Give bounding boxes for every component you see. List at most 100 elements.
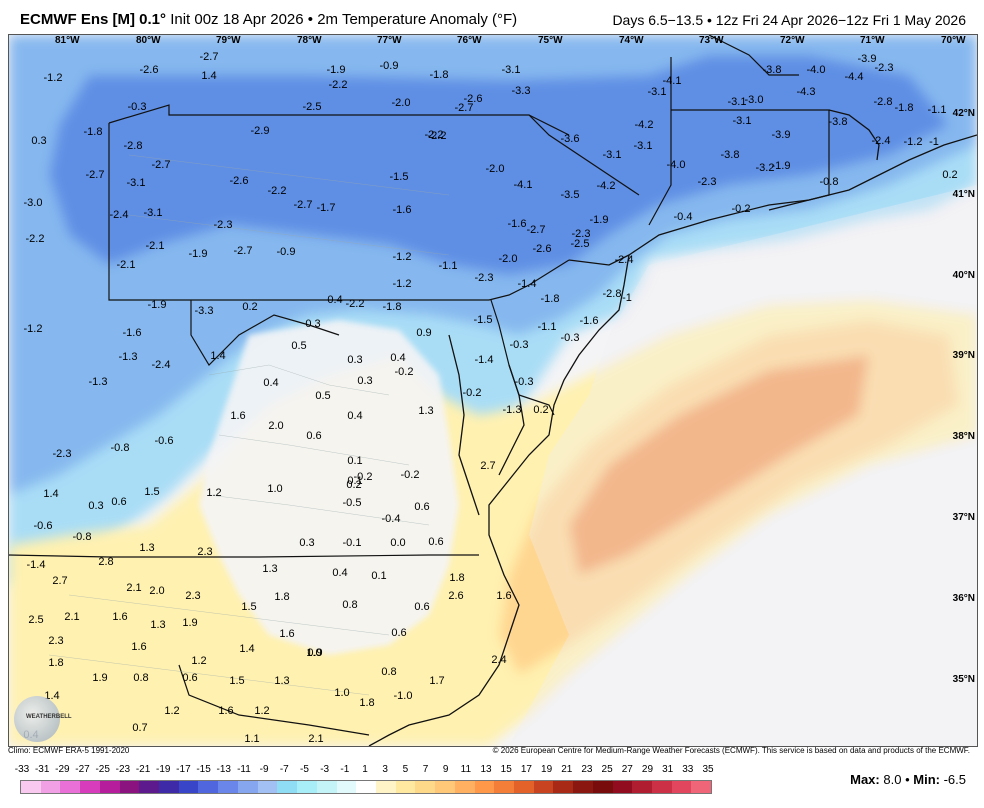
anomaly-value: 1.4 (239, 643, 255, 655)
scale-tick: 23 (581, 764, 593, 775)
lat-label: 37°N (952, 512, 975, 523)
anomaly-value: -1.4 (517, 278, 537, 290)
anomaly-value: -1.9 (589, 214, 609, 226)
anomaly-value: -1.2 (392, 251, 412, 263)
anomaly-value: -3.2 (755, 162, 775, 174)
anomaly-value: -1 (929, 136, 939, 148)
anomaly-value: 0.6 (391, 627, 407, 639)
anomaly-value: 0.6 (306, 430, 322, 442)
anomaly-value: 0.5 (291, 340, 307, 352)
anomaly-value: 0.9 (307, 647, 323, 659)
anomaly-value: 2.8 (98, 556, 114, 568)
anomaly-value: 1.8 (48, 657, 64, 669)
scale-swatch (573, 781, 593, 793)
scale-tick: -11 (237, 764, 251, 775)
scale-tick: 5 (402, 764, 409, 775)
scale-ticks: -33 -31 -29 -27 -25 -23 -21 -19 -17 -15 -13 -11 -9 -7… (12, 764, 714, 778)
anomaly-value: -1.2 (392, 278, 412, 290)
lon-label: 73°W (699, 35, 724, 46)
scale-swatch (297, 781, 317, 793)
scale-bar (20, 780, 712, 794)
scale-tick: -31 (34, 764, 50, 775)
lon-label: 80°W (136, 35, 161, 46)
anomaly-value: -0.5 (342, 497, 362, 509)
scale-tick: -25 (95, 764, 110, 775)
weatherbell-logo (14, 696, 60, 742)
lon-label: 71°W (860, 35, 885, 46)
anomaly-value: 1.1 (244, 733, 260, 745)
anomaly-value: -1.8 (382, 301, 402, 313)
lat-label: 38°N (952, 431, 975, 442)
anomaly-value: -0.2 (394, 366, 414, 378)
anomaly-value: -0.9 (379, 60, 399, 72)
anomaly-value: -0.8 (819, 176, 839, 188)
anomaly-value: -1.8 (83, 126, 103, 138)
anomaly-value: -0.8 (72, 531, 92, 543)
anomaly-value: -2.4 (614, 254, 634, 266)
model-resolution: 0.1° (139, 11, 167, 28)
anomaly-value: -1.6 (507, 218, 527, 230)
min-label: Min: (913, 772, 940, 787)
anomaly-value: -4.2 (634, 119, 654, 131)
scale-tick: 9 (442, 764, 449, 775)
scale-swatch (375, 781, 396, 793)
anomaly-value: -2.2 (345, 298, 365, 310)
scale-swatch (691, 781, 712, 793)
anomaly-value: 2.0 (149, 585, 165, 597)
anomaly-value: -2.1 (116, 259, 136, 271)
scale-swatch (632, 781, 652, 793)
anomaly-value: -3.1 (727, 96, 747, 108)
anomaly-value: -1.6 (579, 315, 599, 327)
anomaly-value: -2.0 (485, 163, 505, 175)
anomaly-value: -2.2 (25, 233, 45, 245)
anomaly-value: 1.2 (164, 705, 180, 717)
anomaly-value: 1.7 (429, 675, 445, 687)
anomaly-value: -1.9 (188, 248, 208, 260)
anomaly-value: -0.6 (33, 520, 53, 532)
anomaly-value: -1.4 (474, 354, 494, 366)
anomaly-value: -1.8 (894, 102, 914, 114)
anomaly-value: 0.3 (31, 135, 47, 147)
anomaly-value: -2.6 (139, 64, 159, 76)
copyright-note: © 2026 European Centre for Medium-Range … (492, 746, 970, 755)
lat-label: 36°N (952, 593, 975, 604)
scale-swatch (671, 781, 692, 793)
anomaly-value: -1.1 (438, 260, 458, 272)
anomaly-value: 1.6 (279, 628, 295, 640)
scale-swatch (119, 781, 140, 793)
warm-anomaly-field (9, 300, 977, 746)
anomaly-value: 1.3 (150, 619, 166, 631)
scale-tick: 3 (382, 764, 388, 775)
anomaly-value: -2.6 (532, 243, 552, 255)
anomaly-value: -2.7 (293, 199, 313, 211)
scale-tick: 31 (662, 764, 674, 775)
anomaly-value: -4.1 (513, 179, 533, 191)
anomaly-value: 1.6 (230, 410, 246, 422)
scale-swatch (178, 781, 199, 793)
scale-swatch (336, 781, 357, 793)
anomaly-value: -0.3 (514, 376, 534, 388)
scale-swatch (237, 781, 258, 793)
anomaly-value: -2.7 (85, 169, 105, 181)
anomaly-value: -2.7 (233, 245, 253, 257)
anomaly-value: -3.1 (602, 149, 622, 161)
scale-tick: -15 (196, 764, 211, 775)
anomaly-value: -0.9 (276, 246, 296, 258)
anomaly-value: 1.5 (144, 486, 160, 498)
anomaly-value: -3.1 (126, 177, 146, 189)
anomaly-value: -2.7 (526, 224, 546, 236)
anomaly-value: -2.8 (123, 140, 143, 152)
anomaly-value: -3.1 (732, 115, 752, 127)
scale-tick: 15 (500, 764, 512, 775)
scale-swatch (356, 781, 376, 793)
anomaly-value: -3.5 (560, 189, 580, 201)
lon-label: 81°W (55, 35, 80, 46)
anomaly-value: -2.7 (151, 159, 171, 171)
anomaly-value: 2.1 (126, 582, 142, 594)
lat-label: 39°N (952, 350, 975, 361)
valid-period: Days 6.5−13.5 • 12z Fri 24 Apr 2026−12z … (612, 12, 966, 28)
anomaly-value: 1.0 (306, 647, 322, 659)
anomaly-value: 0.3 (88, 500, 104, 512)
anomaly-value: 0.6 (111, 496, 127, 508)
anomaly-value: -1.6 (392, 204, 412, 216)
